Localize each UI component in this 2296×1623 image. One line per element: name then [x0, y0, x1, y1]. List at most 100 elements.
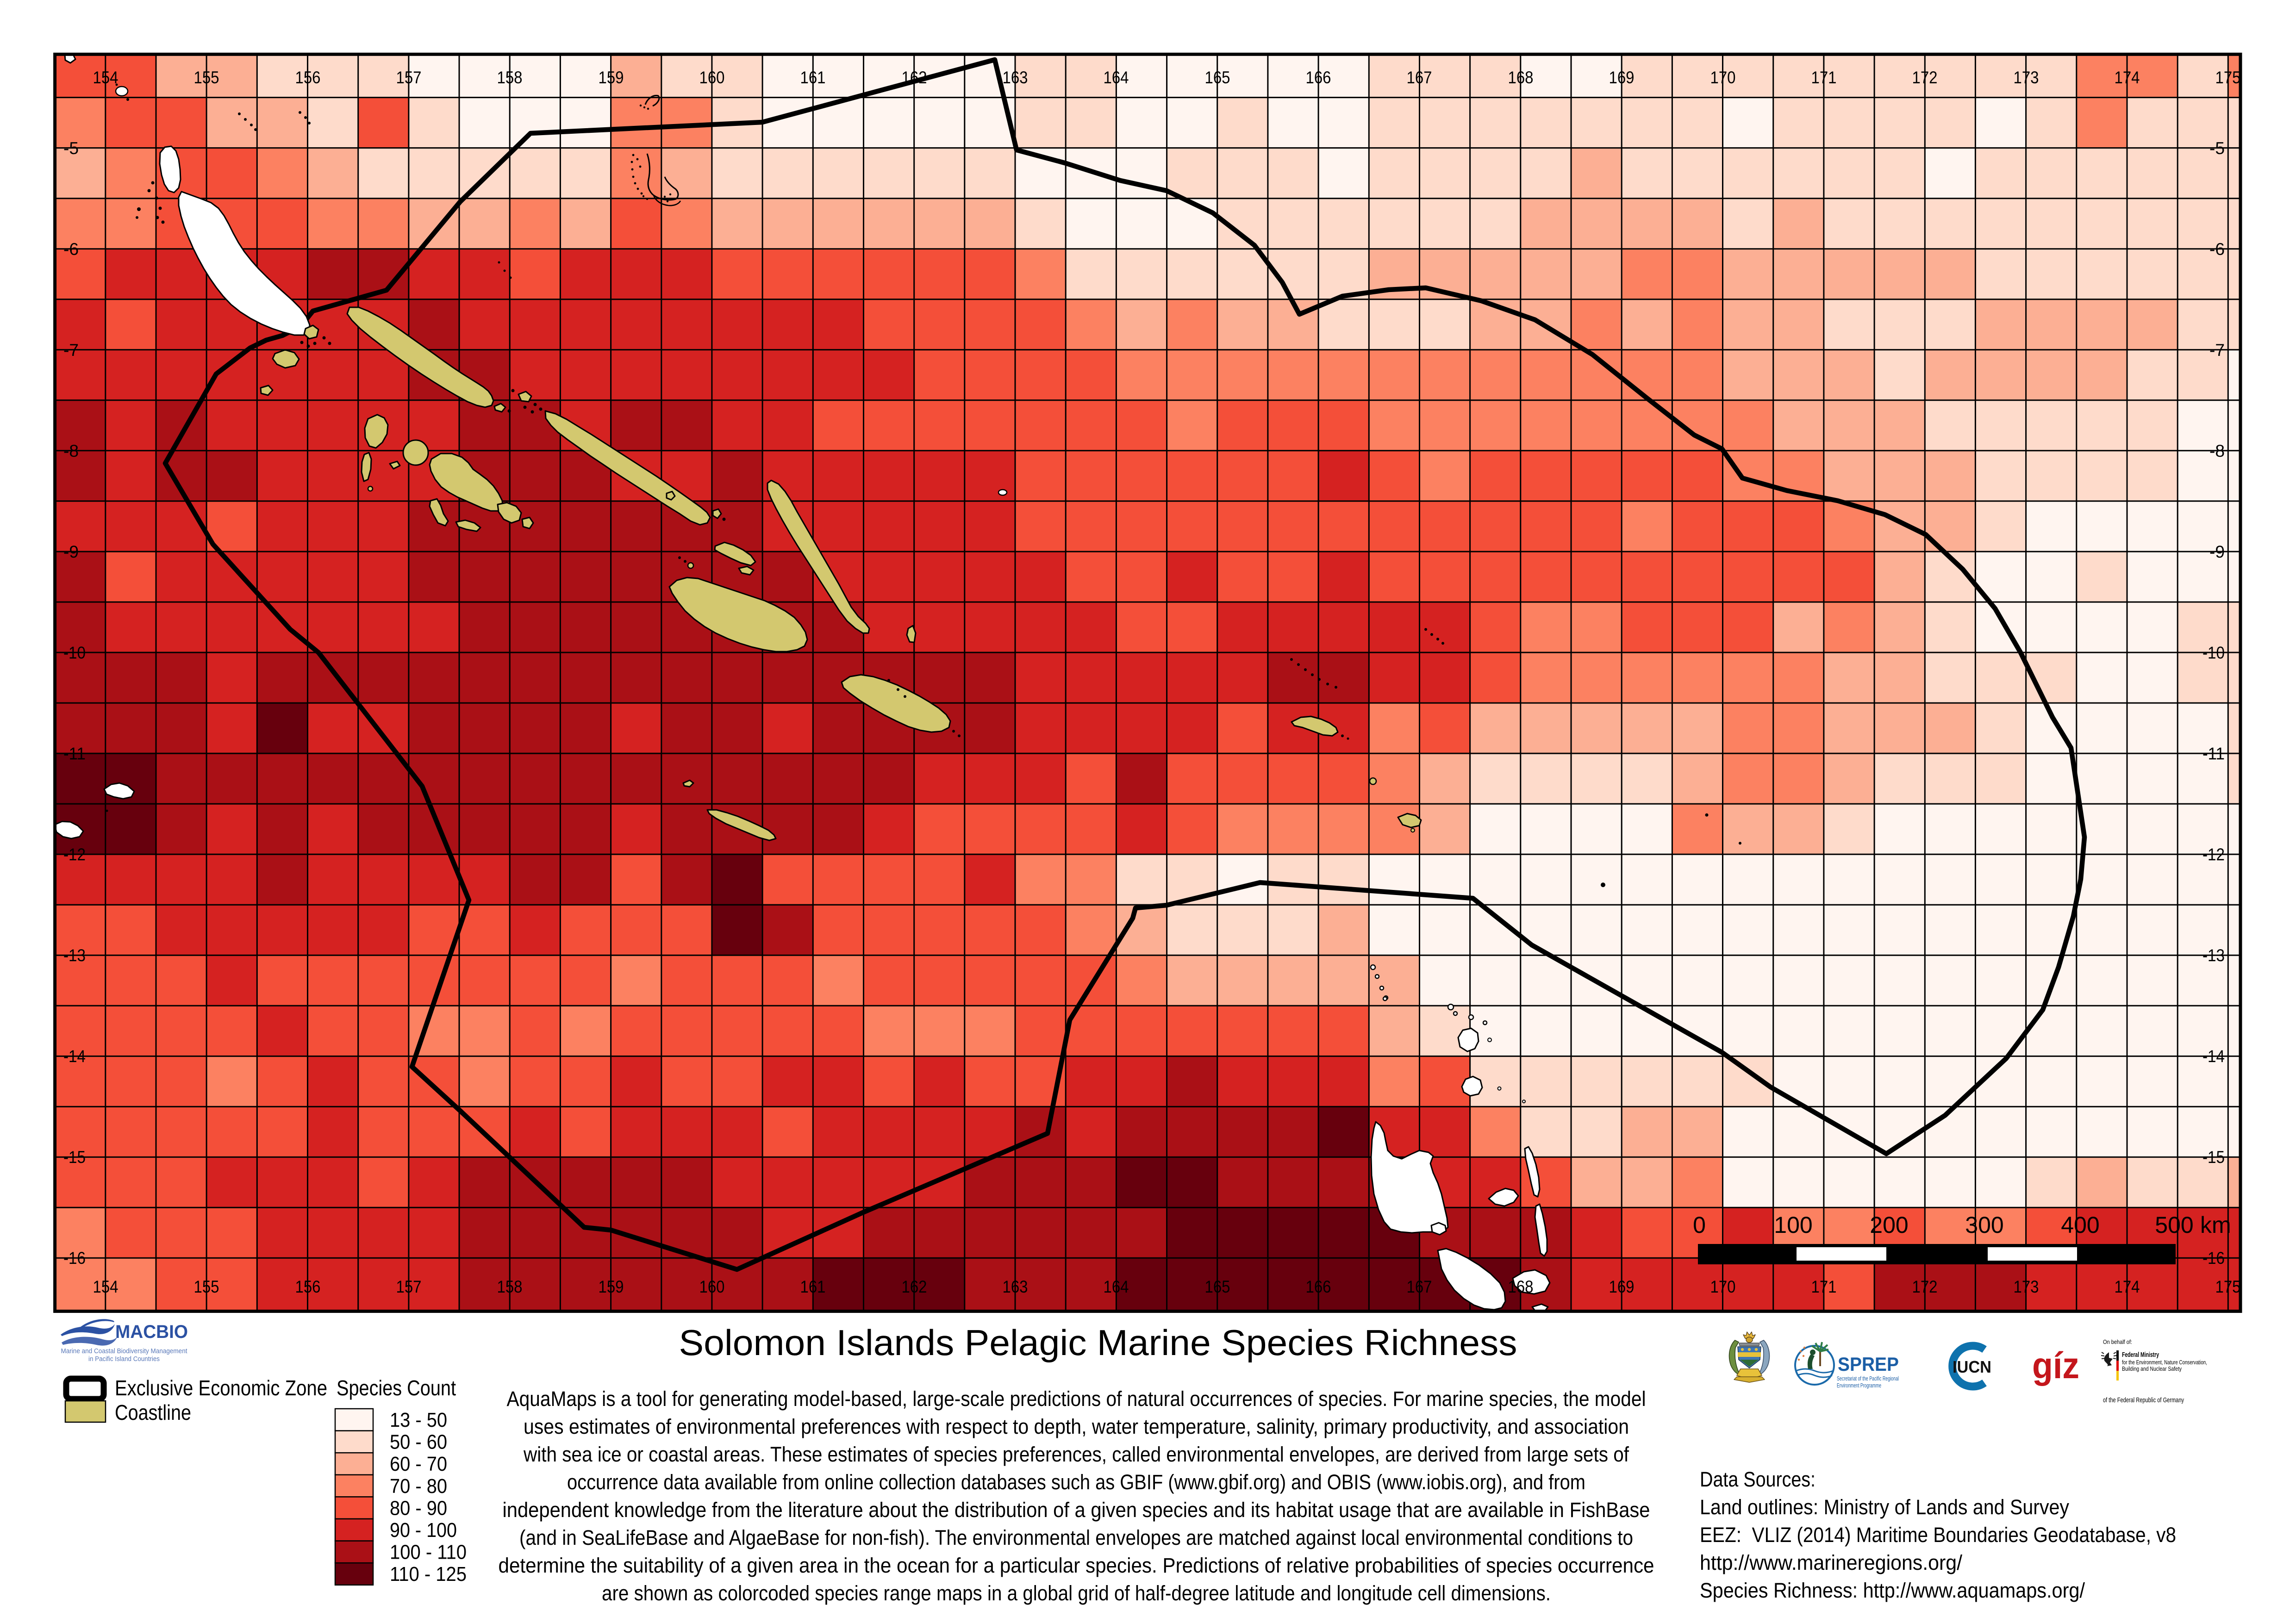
svg-text:with sea ice or coastal areas.: with sea ice or coastal areas. These est… — [523, 1443, 1629, 1466]
svg-text:175: 175 — [2215, 68, 2241, 87]
svg-text:160: 160 — [699, 68, 725, 87]
svg-text:-6: -6 — [2209, 240, 2225, 259]
svg-text:Species Richness: http://www.a: Species Richness: http://www.aquamaps.or… — [1700, 1579, 2085, 1602]
svg-text:-8: -8 — [63, 442, 79, 460]
svg-text:169: 169 — [1609, 1277, 1635, 1296]
svg-text:300: 300 — [1965, 1212, 2003, 1238]
svg-text:157: 157 — [396, 68, 422, 87]
svg-text:169: 169 — [1609, 68, 1635, 87]
svg-text:of the Federal Republic of Ger: of the Federal Republic of Germany — [2103, 1396, 2184, 1404]
svg-text:-11: -11 — [2202, 744, 2225, 763]
svg-text:gíz: gíz — [2032, 1345, 2079, 1386]
svg-text:50 - 60: 50 - 60 — [390, 1431, 447, 1454]
svg-text:Marine and Coastal Biodiversit: Marine and Coastal Biodiversity Manageme… — [61, 1347, 188, 1355]
svg-text:171: 171 — [1811, 1277, 1837, 1296]
svg-text:Land outlines: Ministry of Lan: Land outlines: Ministry of Lands and Sur… — [1700, 1495, 2069, 1519]
svg-text:-5: -5 — [2209, 139, 2225, 158]
svg-text:163: 163 — [1003, 1277, 1028, 1296]
svg-text:determine the suitability of a: determine the suitability of a given are… — [499, 1554, 1654, 1577]
svg-text:-13: -13 — [2202, 946, 2225, 965]
svg-text:168: 168 — [1508, 1277, 1534, 1296]
svg-text:km: km — [2200, 1212, 2231, 1238]
svg-text:IUCN: IUCN — [1953, 1357, 1991, 1376]
svg-text:-9: -9 — [2209, 542, 2225, 561]
svg-text:161: 161 — [800, 1277, 826, 1296]
svg-text:162: 162 — [902, 68, 927, 87]
svg-text:163: 163 — [1003, 68, 1028, 87]
svg-text:100 - 110: 100 - 110 — [390, 1541, 467, 1564]
svg-text:167: 167 — [1407, 1277, 1432, 1296]
svg-text:155: 155 — [194, 1277, 219, 1296]
svg-text:171: 171 — [1811, 68, 1837, 87]
svg-text:164: 164 — [1104, 1277, 1129, 1296]
svg-text:-10: -10 — [63, 643, 86, 662]
svg-text:-16: -16 — [63, 1249, 86, 1268]
svg-text:60 - 70: 60 - 70 — [390, 1453, 447, 1475]
svg-text:-14: -14 — [63, 1047, 86, 1066]
svg-text:175: 175 — [2215, 1277, 2241, 1296]
svg-text:70 - 80: 70 - 80 — [390, 1475, 447, 1498]
svg-text:170: 170 — [1710, 1277, 1736, 1296]
svg-text:(and in SeaLifeBase and AlgaeB: (and in SeaLifeBase and AlgaeBase for no… — [519, 1526, 1633, 1549]
svg-text:174: 174 — [2115, 1277, 2140, 1296]
svg-text:156: 156 — [295, 1277, 321, 1296]
svg-text:http://www.marineregions.org/: http://www.marineregions.org/ — [1700, 1551, 1962, 1574]
svg-text:AquaMaps is a tool for generat: AquaMaps is a tool for generating model-… — [507, 1387, 1646, 1411]
svg-text:MACBIO: MACBIO — [115, 1322, 188, 1342]
svg-text:-7: -7 — [63, 341, 79, 360]
svg-text:158: 158 — [497, 68, 523, 87]
svg-text:166: 166 — [1306, 68, 1331, 87]
svg-text:Solomon Islands Pelagic Marine: Solomon Islands Pelagic Marine Species R… — [679, 1322, 1517, 1363]
svg-text:165: 165 — [1205, 68, 1230, 87]
svg-text:155: 155 — [194, 68, 219, 87]
svg-text:164: 164 — [1104, 68, 1129, 87]
svg-text:-16: -16 — [2202, 1249, 2225, 1268]
svg-text:400: 400 — [2061, 1212, 2099, 1238]
svg-text:159: 159 — [599, 68, 624, 87]
svg-text:172: 172 — [1912, 68, 1938, 87]
svg-text:Building and Nuclear Safety: Building and Nuclear Safety — [2122, 1365, 2182, 1372]
svg-text:-9: -9 — [63, 542, 79, 561]
svg-text:for the Environment, Nature Co: for the Environment, Nature Conservation… — [2122, 1359, 2207, 1366]
svg-text:161: 161 — [800, 68, 826, 87]
svg-text:-12: -12 — [63, 845, 86, 864]
svg-text:occurrence data available from: occurrence data available from online co… — [567, 1470, 1585, 1494]
svg-text:Data Sources:: Data Sources: — [1700, 1468, 1816, 1491]
svg-text:168: 168 — [1508, 68, 1534, 87]
svg-text:On behalf of:: On behalf of: — [2103, 1338, 2132, 1345]
svg-text:157: 157 — [396, 1277, 422, 1296]
svg-text:90 - 100: 90 - 100 — [390, 1519, 457, 1542]
svg-text:166: 166 — [1306, 1277, 1331, 1296]
svg-text:Secretariat of the Pacific Reg: Secretariat of the Pacific Regional — [1837, 1375, 1899, 1382]
svg-text:110 - 125: 110 - 125 — [390, 1563, 467, 1586]
svg-text:500: 500 — [2155, 1212, 2193, 1238]
svg-text:Environment Programme: Environment Programme — [1837, 1382, 1881, 1389]
svg-text:-5: -5 — [63, 139, 79, 158]
svg-text:in Pacific Island Countries: in Pacific Island Countries — [88, 1355, 160, 1363]
svg-text:0: 0 — [1693, 1212, 1706, 1238]
svg-text:158: 158 — [497, 1277, 523, 1296]
svg-text:154: 154 — [93, 68, 119, 87]
svg-text:100: 100 — [1774, 1212, 1812, 1238]
svg-text:Coastline: Coastline — [115, 1400, 191, 1424]
svg-text:173: 173 — [2014, 1277, 2039, 1296]
svg-text:Species Count: Species Count — [337, 1376, 456, 1400]
svg-text:-13: -13 — [63, 946, 86, 965]
svg-text:-15: -15 — [2202, 1148, 2225, 1167]
svg-text:154: 154 — [93, 1277, 119, 1296]
svg-text:-12: -12 — [2202, 845, 2225, 864]
svg-text:SPREP: SPREP — [1838, 1353, 1899, 1375]
svg-text:-6: -6 — [63, 240, 79, 259]
svg-text:are shown as colorcoded specie: are shown as colorcoded species range ma… — [602, 1581, 1551, 1605]
svg-text:162: 162 — [902, 1277, 927, 1296]
svg-text:200: 200 — [1870, 1212, 1908, 1238]
svg-text:independent knowledge from the: independent knowledge from the literatur… — [503, 1498, 1650, 1522]
svg-text:80 - 90: 80 - 90 — [390, 1497, 447, 1519]
svg-text:-10: -10 — [2202, 643, 2225, 662]
svg-text:156: 156 — [295, 68, 321, 87]
svg-text:174: 174 — [2115, 68, 2140, 87]
svg-text:13 - 50: 13 - 50 — [390, 1409, 447, 1431]
svg-text:173: 173 — [2014, 68, 2039, 87]
svg-text:167: 167 — [1407, 68, 1432, 87]
svg-text:uses estimates of environmenta: uses estimates of environmental preferen… — [524, 1415, 1629, 1438]
